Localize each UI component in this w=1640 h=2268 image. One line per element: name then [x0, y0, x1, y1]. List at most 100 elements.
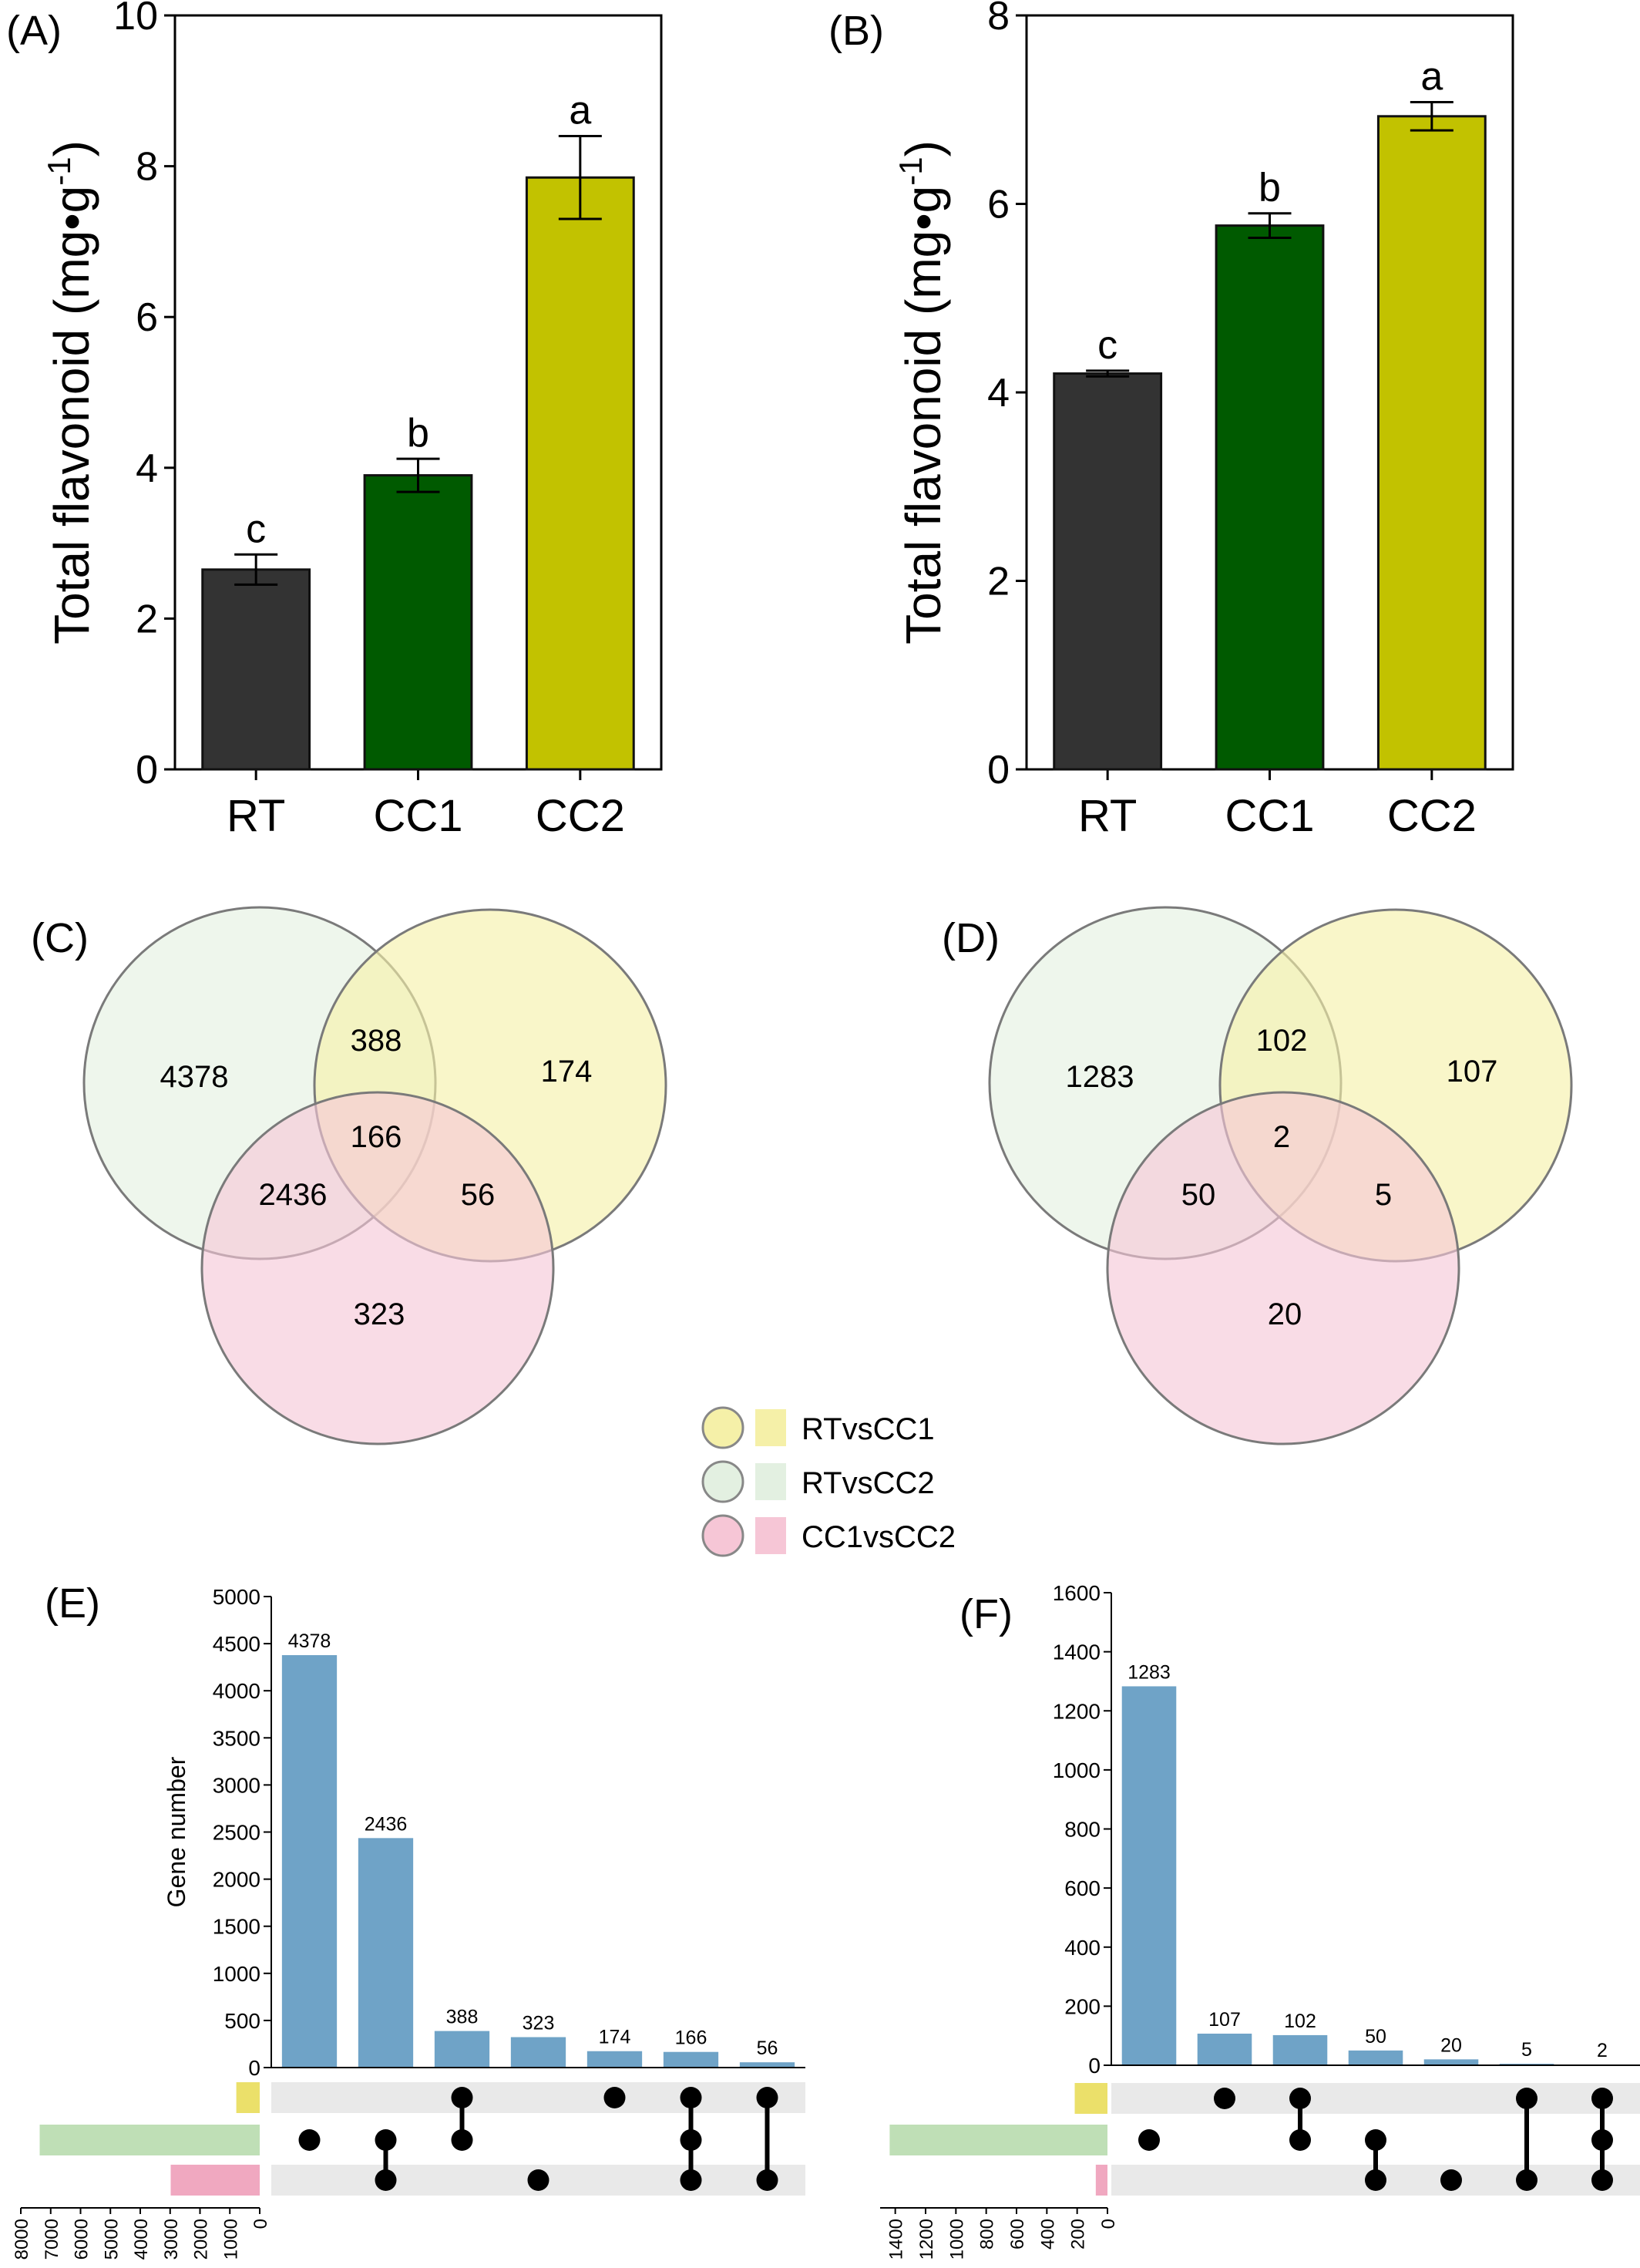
- y-tick-label: 0: [987, 748, 1010, 792]
- venn-count: 174: [541, 1055, 593, 1089]
- set-size-bar: [1095, 2165, 1107, 2196]
- matrix-dot: [451, 2087, 473, 2108]
- venn-count: 2436: [259, 1178, 328, 1212]
- intersection-count-label: 166: [675, 2027, 707, 2049]
- matrix-dot: [680, 2169, 702, 2191]
- intersection-count-label: 50: [1365, 2026, 1386, 2048]
- venn-diagram-c: 4378 174 323 388 2436 56 166: [82, 906, 667, 1445]
- matrix-dot: [375, 2169, 397, 2191]
- intersection-bar: [358, 1838, 414, 2068]
- intersection-count-label: 5: [1521, 2039, 1532, 2061]
- y-tick-label: 2: [136, 597, 158, 641]
- set-size-bar: [170, 2165, 260, 2196]
- intersection-count-label: 388: [446, 2007, 479, 2028]
- legend-swatch: [755, 1409, 786, 1446]
- legend-swatch: [755, 1463, 786, 1500]
- matrix-dot: [1516, 2088, 1538, 2109]
- venn-circle-cc1vscc2: [200, 1091, 555, 1445]
- set-size-tick-label: 4000: [131, 2219, 152, 2260]
- set-size-tick-label: 0: [1098, 2219, 1119, 2229]
- bar-cc1: [363, 474, 473, 771]
- set-size-tick-label: 7000: [42, 2219, 62, 2260]
- panel-label-b: (B): [828, 8, 884, 54]
- y-tick-label: 10: [113, 0, 158, 39]
- venn-count: 166: [351, 1120, 402, 1154]
- y-axis-label: Total flavonoid (mg•g-1): [892, 140, 951, 644]
- intersection-count-label: 174: [599, 2027, 631, 2048]
- legend-swatch: [755, 1517, 786, 1554]
- intersection-bar: [1348, 2050, 1403, 2065]
- set-size-tick-label: 800: [977, 2219, 998, 2249]
- intersection-count-label: 1283: [1128, 1661, 1171, 1683]
- matrix-dot: [1138, 2129, 1160, 2151]
- set-size-tick-label: 0: [250, 2219, 271, 2229]
- matrix-track: [1111, 2083, 1640, 2114]
- y-tick-label: 600: [1064, 1876, 1101, 1900]
- set-size-bar: [889, 2125, 1107, 2155]
- y-tick-label: 3500: [213, 1726, 260, 1750]
- intersection-bar: [281, 1655, 338, 2068]
- x-tick-label: CC2: [1387, 791, 1477, 841]
- x-tick-label: CC1: [1225, 791, 1314, 841]
- y-tick-label: 4: [987, 371, 1010, 416]
- matrix-dot: [1516, 2169, 1538, 2191]
- set-size-tick-label: 5000: [101, 2219, 122, 2260]
- upset-plot-e: 0 500 1000 1500 2000 2500 3000 3500 4000 4500 5000…: [12, 1585, 805, 2260]
- y-tick-label: 400: [1064, 1936, 1101, 1960]
- matrix-dot: [680, 2129, 702, 2151]
- venn-diagram-d: 1283 107 20 102 50 5 2: [988, 906, 1573, 1445]
- matrix-dot: [451, 2129, 473, 2151]
- intersection-count-label: 56: [757, 2037, 778, 2059]
- y-axis-label: Total flavonoid (mg•g-1): [41, 140, 99, 644]
- legend-circle: [701, 1514, 744, 1557]
- matrix-dot: [1365, 2169, 1386, 2191]
- venn-count: 102: [1256, 1024, 1308, 1058]
- intersection-bar: [1423, 2059, 1479, 2065]
- y-tick-label: 1400: [1053, 1640, 1101, 1664]
- venn-count: 323: [354, 1297, 405, 1331]
- set-size-tick-label: 1000: [946, 2219, 967, 2260]
- y-tick-label: 800: [1064, 1818, 1101, 1842]
- legend-label: RTvsCC1: [802, 1412, 935, 1446]
- set-size-tick-label: 2000: [191, 2219, 212, 2260]
- set-size-tick-label: 600: [1007, 2219, 1028, 2249]
- y-tick-label: 1500: [213, 1915, 260, 1939]
- y-tick-label: 0: [248, 2056, 260, 2080]
- matrix-dot: [375, 2129, 397, 2151]
- intersection-bar: [434, 2031, 490, 2068]
- venn-circle-cc1vscc2: [1106, 1091, 1460, 1445]
- set-size-tick-label: 1200: [916, 2219, 937, 2260]
- intersection-count-label: 2436: [365, 1813, 408, 1835]
- matrix-dot: [1591, 2169, 1613, 2191]
- set-size-bar: [39, 2125, 260, 2155]
- y-tick-label: 1600: [1053, 1581, 1101, 1605]
- matrix-dot: [1289, 2088, 1311, 2109]
- bar-chart-a: 0 2 4 6 8 10 c RT b CC1 a CC2 Total flavonoid (mg•g-…: [41, 0, 663, 841]
- y-tick-label: 200: [1064, 1994, 1101, 2018]
- y-tick-label: 0: [1088, 2054, 1101, 2078]
- significance-letter: c: [1097, 323, 1117, 368]
- venn-count: 107: [1447, 1055, 1498, 1089]
- y-tick-label: 8: [987, 0, 1010, 39]
- intersection-bar: [586, 2051, 643, 2068]
- matrix-dot: [603, 2087, 626, 2108]
- venn-count: 20: [1268, 1297, 1302, 1331]
- matrix-dot: [1591, 2088, 1613, 2109]
- intersection-count-label: 323: [523, 2013, 555, 2034]
- set-size-tick-label: 200: [1068, 2219, 1089, 2249]
- bar-cc2: [1376, 115, 1487, 771]
- intersection-count-label: 20: [1440, 2034, 1462, 2056]
- y-tick-label: 2500: [213, 1821, 260, 1845]
- matrix-dot: [1289, 2129, 1311, 2151]
- y-tick-label: 1000: [213, 1962, 260, 1986]
- legend: RTvsCC1 RTvsCC2 CC1vsCC2: [701, 1406, 956, 1557]
- venn-count: 1283: [1066, 1060, 1134, 1094]
- set-size-bar: [236, 2082, 260, 2113]
- panel-label-f: (F): [959, 1591, 1013, 1637]
- y-tick-label: 0: [136, 748, 158, 792]
- y-tick-label: 6: [987, 183, 1010, 227]
- significance-letter: b: [407, 411, 429, 456]
- bar-rt: [201, 568, 311, 771]
- intersection-count-label: 4378: [288, 1630, 331, 1652]
- intersection-count-label: 102: [1284, 2011, 1316, 2032]
